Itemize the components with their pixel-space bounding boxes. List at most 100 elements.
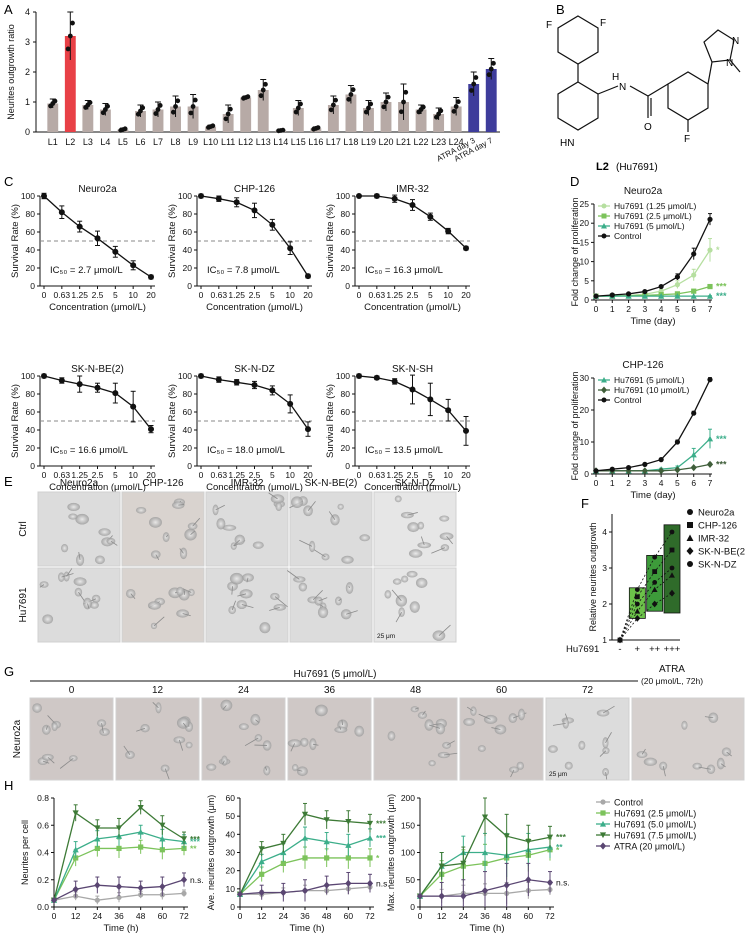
d-data-point: [707, 377, 713, 383]
a-category-label: L16: [308, 137, 323, 147]
h-data-point: [138, 892, 144, 898]
c-ytick-label: 100: [178, 191, 192, 201]
h-data-point: [258, 858, 265, 865]
f-legend-marker: [687, 509, 693, 515]
f-legend-label: SK-N-BE(2): [698, 547, 745, 558]
cell-body: [51, 722, 58, 732]
a-category-label: L11: [221, 137, 235, 147]
cell-body: [94, 555, 105, 565]
a-category-label: L24: [449, 137, 464, 147]
a-category-label: L9: [188, 137, 198, 147]
cell-body: [222, 524, 237, 531]
a-category-label: L17: [326, 137, 341, 147]
cell-body: [321, 553, 330, 561]
c-ytick-label: 80: [183, 389, 193, 399]
f-data-point: [669, 547, 675, 553]
piperidine-ring: [557, 81, 599, 131]
g-atra-note: (20 μmol/L, 72h): [641, 676, 703, 686]
h-data-point: [181, 890, 187, 896]
h-xtick-label: 72: [179, 911, 189, 921]
f-legend-label: SK-N-DZ: [698, 560, 737, 571]
h-significance-label: **: [556, 842, 563, 852]
c-xtick-label: 5: [270, 290, 275, 300]
c-data-point: [251, 207, 258, 214]
f-legend-marker: [687, 522, 693, 528]
c-ytick-label: 100: [178, 371, 192, 381]
cell-body: [548, 745, 558, 753]
c-data-point: [251, 382, 258, 388]
c-ytick-label: 80: [26, 389, 36, 399]
c-xtick-label: 0: [42, 470, 47, 480]
neurite: [237, 593, 247, 597]
c-ic50-label: IC₅₀ = 16.3 μmol/L: [365, 265, 443, 276]
a-category-label: L8: [171, 137, 181, 147]
h-legend-marker: [600, 810, 606, 816]
c-ytick-label: 40: [341, 245, 351, 255]
h-legend-marker: [600, 799, 606, 805]
cell-body: [406, 570, 418, 578]
d-data-point: [674, 439, 681, 445]
d-legend-label: Hu7691 (10 μmol/L): [614, 385, 689, 395]
a-data-point: [401, 99, 406, 105]
d-data-point: [691, 251, 697, 257]
a-bar: [99, 109, 111, 132]
neurite: [391, 589, 402, 602]
cell-body: [408, 549, 423, 558]
a-category-label: L23: [431, 137, 446, 147]
c-y-axis-label: Survival Rate (%): [167, 384, 178, 458]
d-xtick-label: 6: [691, 478, 696, 488]
cell-body: [67, 502, 80, 512]
f-data-point: [634, 608, 641, 614]
neurite: [422, 710, 426, 716]
c-ytick-label: 100: [21, 371, 35, 381]
d-data-point: [658, 283, 664, 290]
neurite: [446, 740, 455, 746]
d-legend-marker: [601, 233, 607, 239]
a-bar: [415, 109, 427, 132]
c-data-point: [427, 213, 434, 220]
neurite: [491, 727, 501, 730]
d-data-point: [642, 288, 648, 295]
h-data-point: [525, 876, 532, 884]
h-data-point: [180, 836, 188, 842]
neurite: [179, 548, 184, 554]
cell-body: [238, 723, 249, 731]
d-ytick-label: 5: [584, 276, 589, 286]
cell-body: [341, 555, 354, 564]
c-x-axis-label: Concentration (μmol/L): [49, 302, 146, 313]
panel-letter-e: E: [4, 474, 13, 489]
c-xtick-label: 2.5: [92, 470, 104, 480]
a-data-point: [486, 72, 492, 78]
f-y-axis-label: Relative neurites outgrowth: [588, 522, 598, 631]
a-data-point: [363, 109, 369, 115]
a-data-point: [70, 20, 75, 26]
h-xtick-label: 24: [93, 911, 103, 921]
h-y-axis-label: Ave. neurites outgrowth (μm): [206, 795, 216, 911]
h-xtick-label: 60: [158, 911, 168, 921]
cell-body: [290, 496, 304, 508]
h-data-point: [323, 838, 330, 845]
h-data-point: [280, 888, 287, 897]
neurite: [182, 613, 191, 617]
h-xtick-label: 12: [437, 911, 447, 921]
cell-body: [384, 590, 392, 599]
a-data-point: [190, 104, 196, 109]
neurite: [510, 769, 515, 778]
a-data-point: [453, 104, 459, 109]
h-data-point: [50, 896, 58, 904]
g-micrograph-atra: [631, 697, 745, 781]
c-data-point: [356, 193, 362, 199]
c-xtick-label: 20: [146, 470, 156, 480]
a-data-point: [348, 92, 354, 97]
panel-g-time-course-images: Hu7691 (5 μmol/L) 0 12 24 36 48 60 72 ATRA(20 μm…: [12, 664, 745, 781]
cell-body: [206, 763, 217, 771]
a-data-point: [263, 81, 268, 87]
atom-n2: N: [726, 58, 733, 69]
c-data-point: [391, 195, 398, 202]
c-ytick-label: 80: [341, 389, 351, 399]
d-ytick-label: 15: [580, 237, 590, 247]
cell-body: [155, 702, 162, 714]
f-data-point: [634, 587, 640, 592]
a-data-point: [122, 126, 128, 132]
